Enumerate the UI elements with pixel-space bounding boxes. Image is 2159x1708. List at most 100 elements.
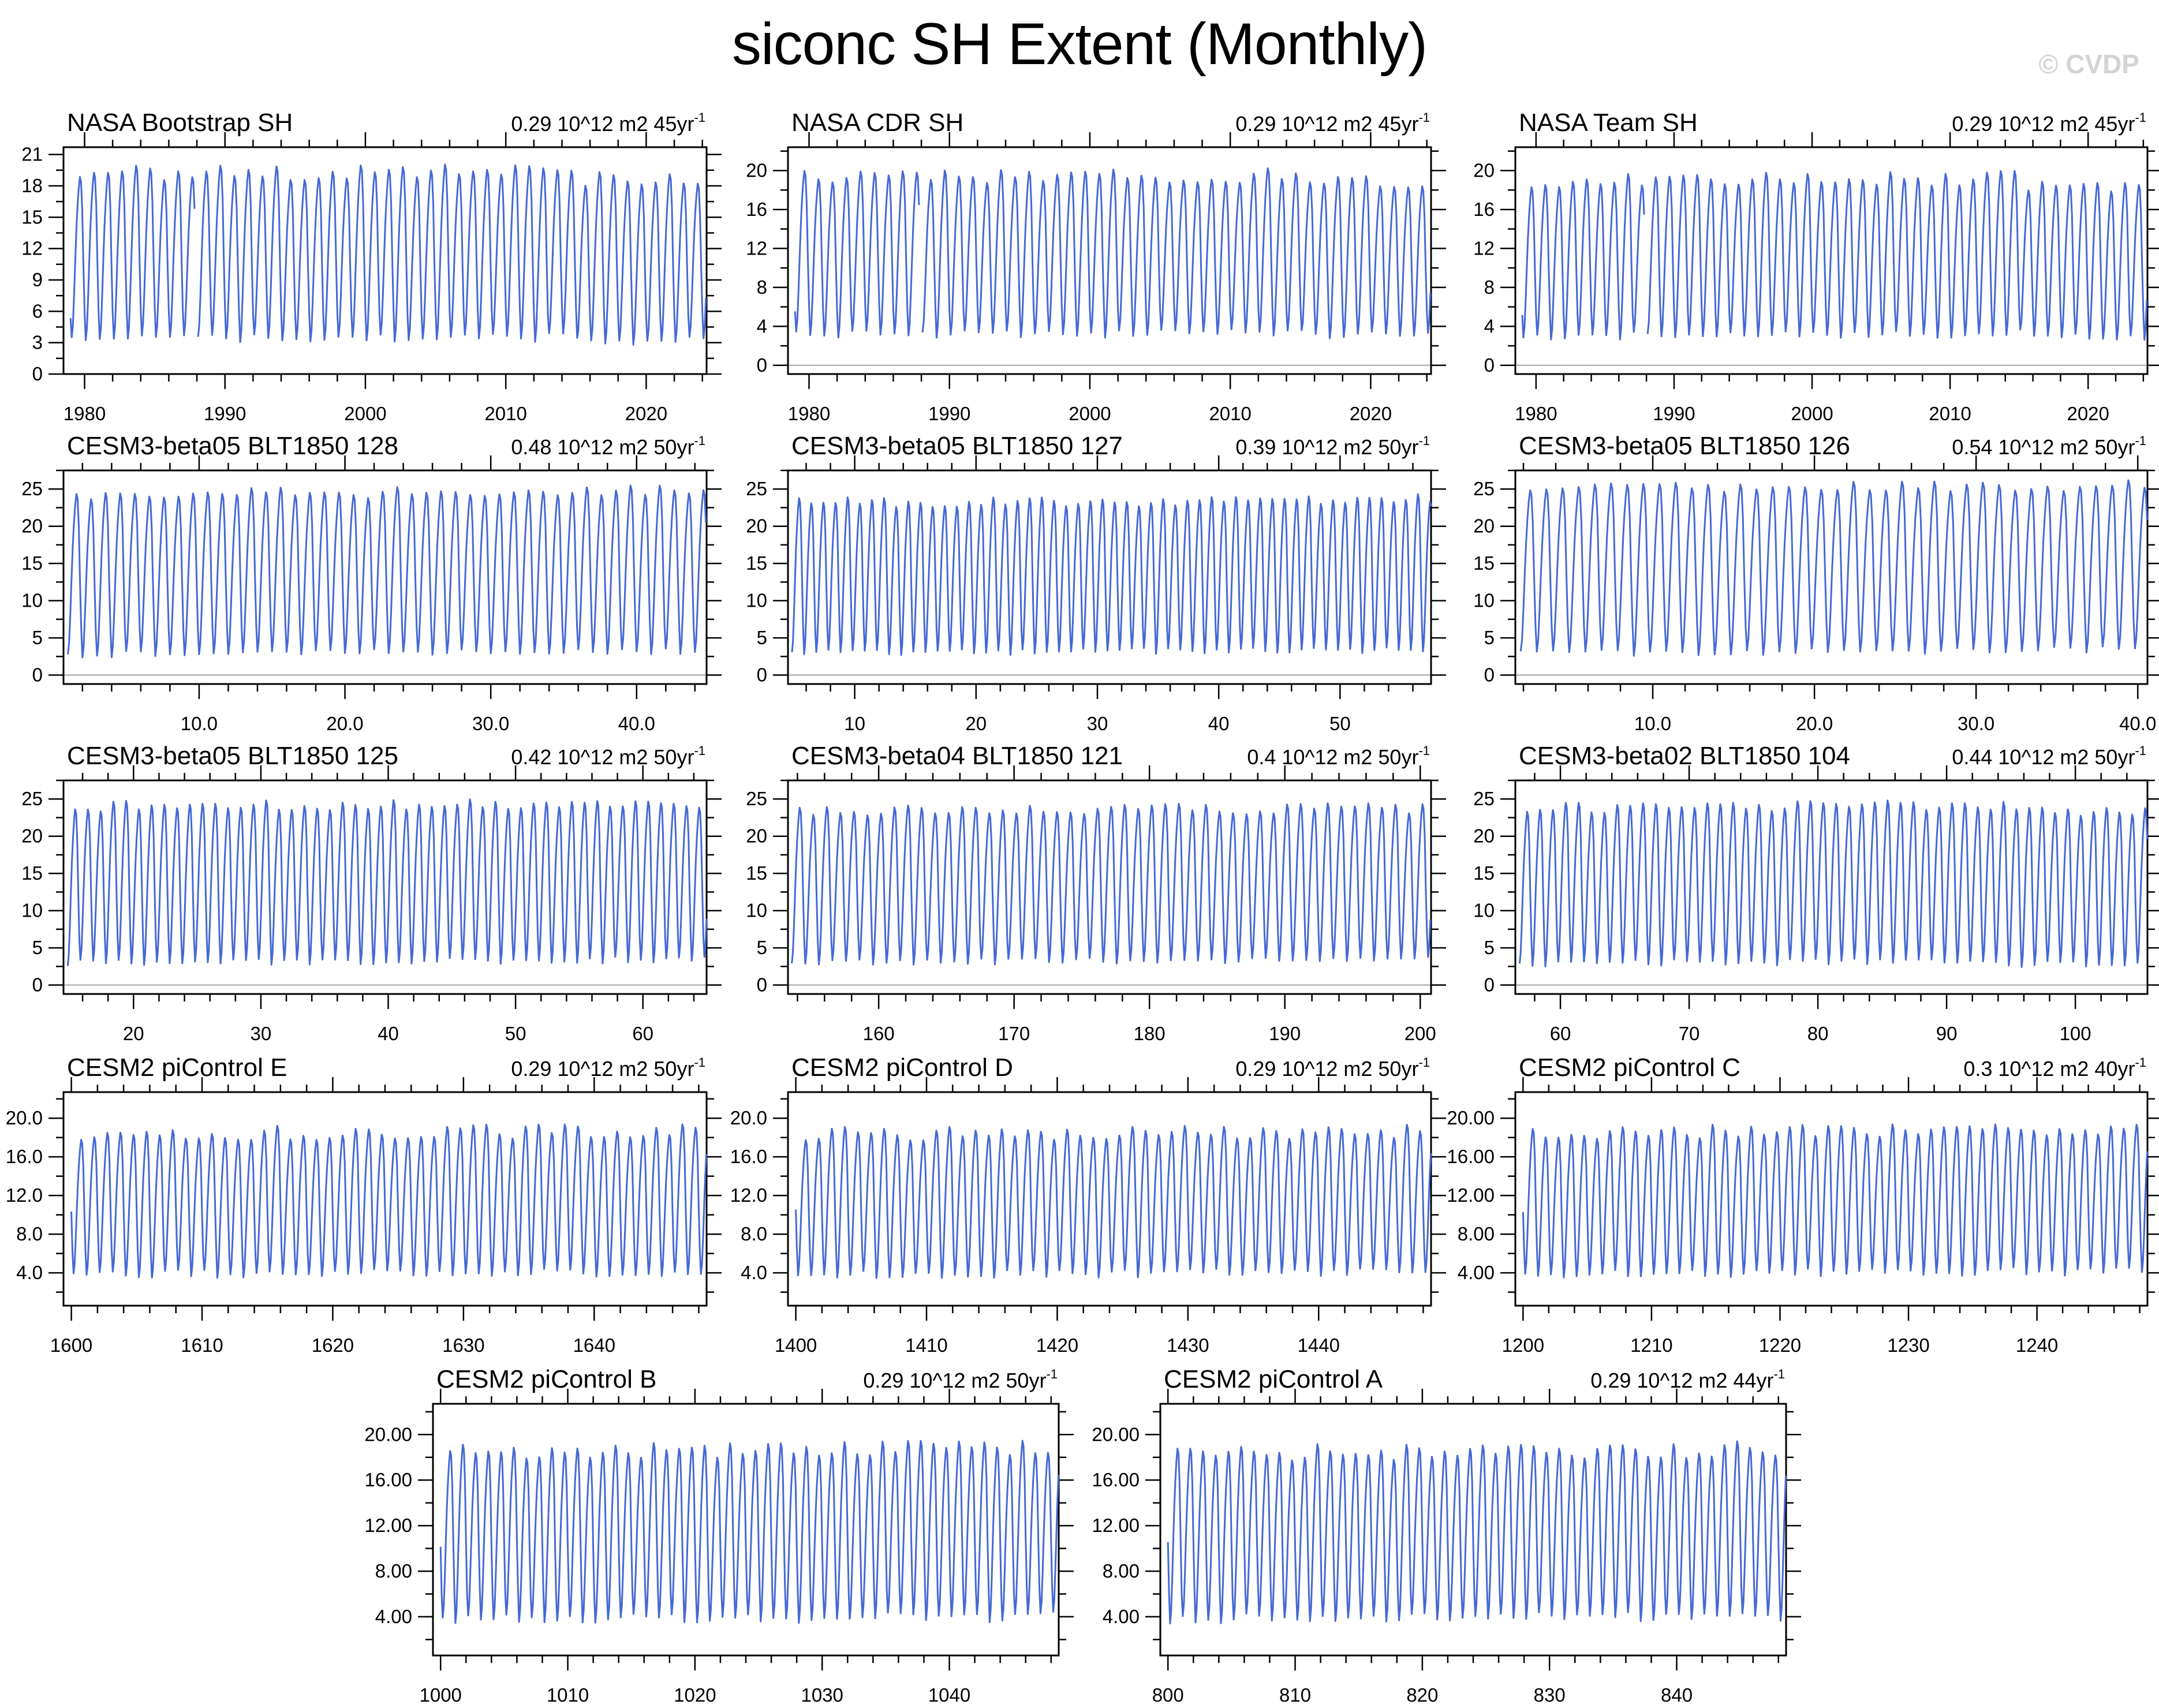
- cvdp-watermark: © CVDP: [2038, 49, 2139, 79]
- x-tick-label: 810: [1279, 1684, 1311, 1706]
- y-tick-label: 10: [21, 900, 43, 921]
- trend-annotation: 0.42 10^12 m2 50yr-1: [511, 743, 705, 769]
- series-line: [1167, 1440, 1787, 1625]
- y-tick-label: 20: [1473, 825, 1495, 847]
- y-tick-label: 5: [1484, 937, 1495, 958]
- trend-annotation-exponent: -1: [694, 1055, 705, 1070]
- trend-annotation: 0.29 10^12 m2 44yr-1: [1590, 1367, 1785, 1392]
- y-tick-label: 20.00: [1447, 1107, 1495, 1128]
- series-line: [1521, 170, 2148, 341]
- panel-cesm2-picontrol-a: 800 810 820 830 840 4.00 8.00 12.00 16.00 20.00 CE…: [1092, 1365, 1801, 1706]
- panel-title: CESM2 piControl B: [436, 1365, 656, 1393]
- x-tick-label: 180: [1134, 1023, 1166, 1044]
- y-tick-label: 16.00: [1447, 1146, 1495, 1167]
- x-tick-label: 40: [378, 1023, 399, 1044]
- trend-annotation-value: 0.4 10^12 m2 50yr: [1247, 745, 1418, 769]
- trend-annotation-value: 0.29 10^12 m2 45yr: [1952, 112, 2135, 136]
- y-tick-label: 12: [21, 238, 43, 259]
- x-tick-label: 40.0: [2119, 713, 2156, 734]
- trend-annotation-exponent: -1: [1418, 743, 1430, 758]
- panel-cesm2-picontrol-c: 1200 1210 1220 1230 1240 4.00 8.00 12.00 16.00 20…: [1447, 1053, 2159, 1356]
- x-tick-label: 50: [505, 1023, 526, 1044]
- panel-nasa-cdr-sh: 1980 1990 2000 2010 2020 0 4 8 12 16 20 NASA CDR SH…: [746, 109, 1446, 424]
- x-tick-label: 190: [1269, 1023, 1301, 1044]
- x-tick-label: 10: [844, 713, 865, 734]
- series-line: [67, 484, 707, 659]
- trend-annotation: 0.44 10^12 m2 50yr-1: [1952, 743, 2146, 769]
- y-tick-label: 8.00: [1103, 1560, 1140, 1582]
- y-tick-label: 8.00: [1458, 1223, 1495, 1244]
- x-tick-label: 100: [2060, 1023, 2091, 1044]
- trend-annotation: 0.29 10^12 m2 45yr-1: [1952, 110, 2146, 136]
- series-line: [69, 163, 707, 346]
- y-tick-label: 0: [32, 664, 43, 686]
- y-tick-label: 4: [757, 315, 767, 337]
- y-tick-label: 8.00: [375, 1560, 412, 1582]
- panel-cesm3-beta05-blt1850-125: 20 30 40 50 60 0 5 10 15 20 25 CESM3-beta05 BLT1850…: [21, 742, 722, 1044]
- x-tick-label: 10.0: [1634, 713, 1671, 734]
- y-tick-label: 12.00: [364, 1515, 412, 1536]
- trend-annotation: 0.29 10^12 m2 50yr-1: [511, 1055, 705, 1081]
- y-tick-label: 4.00: [375, 1606, 412, 1627]
- axis-box: [62, 779, 708, 995]
- y-tick-label: 20.0: [6, 1107, 43, 1128]
- x-tick-label: 2010: [484, 403, 526, 424]
- x-tick-label: 820: [1406, 1684, 1438, 1706]
- figure-title: siconc SH Extent (Monthly): [731, 11, 1428, 77]
- x-tick-label: 1640: [573, 1335, 615, 1356]
- x-tick-label: 20: [965, 713, 987, 734]
- x-tick-label: 1990: [1653, 403, 1695, 424]
- x-tick-label: 90: [1936, 1023, 1958, 1044]
- series-line: [66, 798, 708, 966]
- y-tick-label: 4.0: [16, 1262, 43, 1283]
- y-tick-label: 20: [746, 825, 767, 847]
- x-tick-label: 70: [1679, 1023, 1700, 1044]
- trend-annotation-value: 0.29 10^12 m2 45yr: [511, 112, 694, 136]
- y-tick-label: 4: [1484, 315, 1495, 337]
- panel-cesm3-beta05-blt1850-126: 10.0 20.0 30.0 40.0 0 5 10 15 20 25 CESM3-beta05 B…: [1473, 432, 2159, 734]
- axis-box: [787, 146, 1432, 375]
- y-tick-label: 0: [32, 363, 43, 384]
- series-line: [1522, 1123, 2149, 1279]
- panel-cesm2-picontrol-d: 1400 1410 1420 1430 1440 4.0 8.0 12.0 16.0 20.0 CE…: [730, 1053, 1446, 1356]
- y-tick-label: 20: [746, 159, 767, 181]
- x-tick-label: 1980: [64, 403, 106, 424]
- trend-annotation-exponent: -1: [1418, 433, 1430, 448]
- y-tick-label: 4.0: [741, 1262, 767, 1283]
- x-tick-label: 800: [1152, 1684, 1184, 1706]
- trend-annotation-exponent: -1: [2135, 110, 2146, 125]
- x-tick-label: 1630: [442, 1335, 484, 1356]
- y-tick-label: 16.00: [1092, 1469, 1140, 1490]
- y-tick-label: 16.0: [6, 1146, 43, 1167]
- panel-title: CESM3-beta05 BLT1850 127: [791, 432, 1123, 460]
- panel-title: CESM3-beta04 BLT1850 121: [791, 742, 1123, 770]
- panel-title: CESM3-beta02 BLT1850 104: [1519, 742, 1850, 770]
- axis-box: [1514, 146, 2149, 375]
- y-tick-label: 15: [21, 552, 43, 574]
- y-tick-label: 4.00: [1103, 1606, 1140, 1627]
- x-tick-label: 1410: [905, 1335, 947, 1356]
- y-tick-label: 8: [757, 276, 767, 298]
- y-tick-label: 5: [757, 627, 767, 648]
- x-tick-label: 1400: [775, 1335, 817, 1356]
- y-tick-label: 15: [1473, 552, 1495, 574]
- trend-annotation-value: 0.29 10^12 m2 50yr: [1235, 1057, 1418, 1081]
- y-tick-label: 0: [1484, 974, 1495, 996]
- x-tick-label: 1980: [788, 403, 830, 424]
- panel-title: NASA CDR SH: [791, 109, 963, 137]
- x-tick-label: 830: [1534, 1684, 1566, 1706]
- series-line: [1518, 799, 2149, 968]
- trend-annotation-exponent: -1: [1046, 1367, 1058, 1381]
- x-tick-label: 1610: [181, 1335, 223, 1356]
- trend-annotation-value: 0.48 10^12 m2 50yr: [511, 435, 694, 459]
- trend-annotation: 0.4 10^12 m2 50yr-1: [1247, 743, 1430, 769]
- panel-cesm3-beta04-blt1850-121: 160 170 180 190 200 0 5 10 15 20 25 CESM3-beta04 BL…: [746, 742, 1446, 1044]
- x-tick-label: 1240: [2016, 1335, 2058, 1356]
- panel-cesm3-beta02-blt1850-104: 60 70 80 90 100 0 5 10 15 20 25 CESM3-beta02 BLT185…: [1473, 742, 2159, 1044]
- y-tick-label: 8.0: [741, 1223, 767, 1244]
- x-tick-label: 1230: [1887, 1335, 1929, 1356]
- x-tick-label: 1000: [420, 1684, 462, 1706]
- x-tick-label: 1440: [1298, 1335, 1340, 1356]
- panel-cesm3-beta05-blt1850-127: 10 20 30 40 50 0 5 10 15 20 25 CESM3-beta05 BLT1850…: [746, 432, 1446, 734]
- y-tick-label: 8.0: [16, 1223, 43, 1244]
